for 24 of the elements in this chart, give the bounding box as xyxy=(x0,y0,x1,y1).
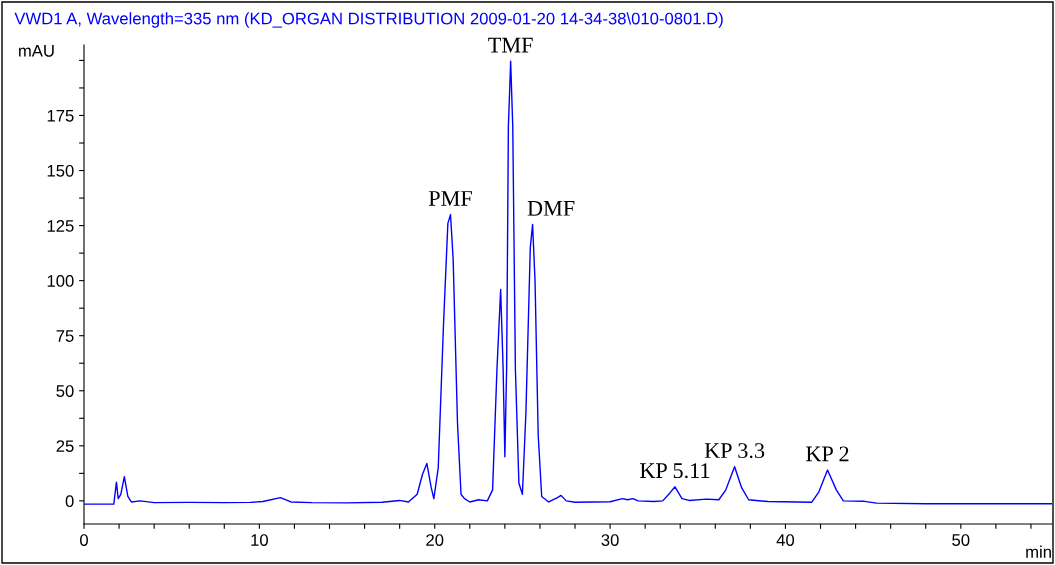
line-series xyxy=(84,60,1052,505)
y-tick-label: 75 xyxy=(56,330,74,342)
y-tick-label: 125 xyxy=(47,219,74,232)
y-tick-label: 0 xyxy=(65,495,74,508)
annotation: DMF xyxy=(527,201,575,216)
x-tick-label: 50 xyxy=(952,534,970,546)
y-tick-label: 150 xyxy=(47,164,74,177)
y-tick-label: 25 xyxy=(56,440,74,453)
y-tick-label: 50 xyxy=(56,385,74,397)
x-tick-label: 20 xyxy=(426,534,444,546)
x-tick-label: 0 xyxy=(80,534,88,546)
x-tick-label: 10 xyxy=(251,534,268,546)
y-axis-title: mAU xyxy=(19,45,54,57)
x-tick-label: 40 xyxy=(776,534,795,546)
annotation: KP 5.11 xyxy=(640,463,710,479)
annotation: TMF xyxy=(488,37,533,53)
x-tick-label: 30 xyxy=(601,534,619,546)
x-axis-title: min xyxy=(1026,545,1051,558)
annotation: KP 2 xyxy=(806,446,849,462)
y-tick-label: 175 xyxy=(47,110,74,122)
y-tick-label: 100 xyxy=(47,275,74,287)
annotation: KP 3.3 xyxy=(704,443,765,459)
chart-title: VWD1 A, Wavelength=335 nm (KD_ORGAN DISTRIBUTION 2009-01-20 14-34-38\010-0801.D) xyxy=(14,12,723,28)
annotation: PMF xyxy=(428,191,472,206)
